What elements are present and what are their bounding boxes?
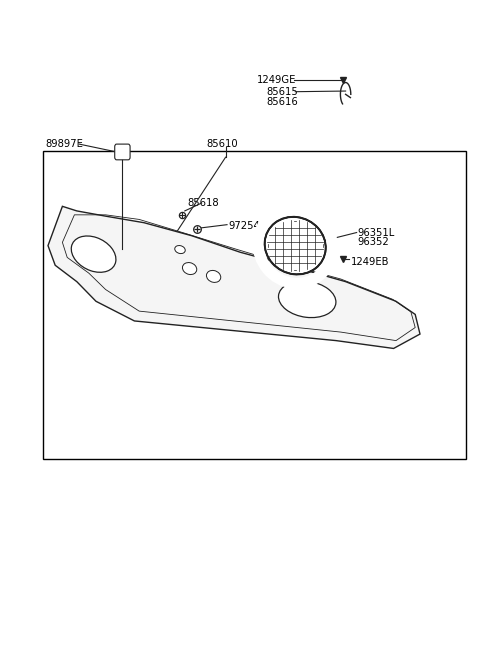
Ellipse shape <box>278 281 336 318</box>
Text: 1249GE: 1249GE <box>257 75 296 85</box>
Ellipse shape <box>206 271 221 282</box>
Ellipse shape <box>265 217 325 274</box>
Polygon shape <box>48 206 420 348</box>
Text: 1249EB: 1249EB <box>350 257 389 267</box>
Text: 85616: 85616 <box>266 96 298 107</box>
Bar <box>43 151 466 458</box>
FancyBboxPatch shape <box>115 144 130 160</box>
Text: 85618: 85618 <box>187 198 219 208</box>
Text: 97254F: 97254F <box>228 221 265 231</box>
Ellipse shape <box>175 246 185 253</box>
Ellipse shape <box>71 236 116 272</box>
Text: 85610: 85610 <box>206 139 238 149</box>
Ellipse shape <box>268 221 323 271</box>
Ellipse shape <box>182 263 197 274</box>
Text: 85615: 85615 <box>266 86 298 97</box>
Text: 96351L: 96351L <box>358 227 395 238</box>
Text: 96352: 96352 <box>358 237 389 248</box>
Text: 89897E: 89897E <box>46 139 84 149</box>
